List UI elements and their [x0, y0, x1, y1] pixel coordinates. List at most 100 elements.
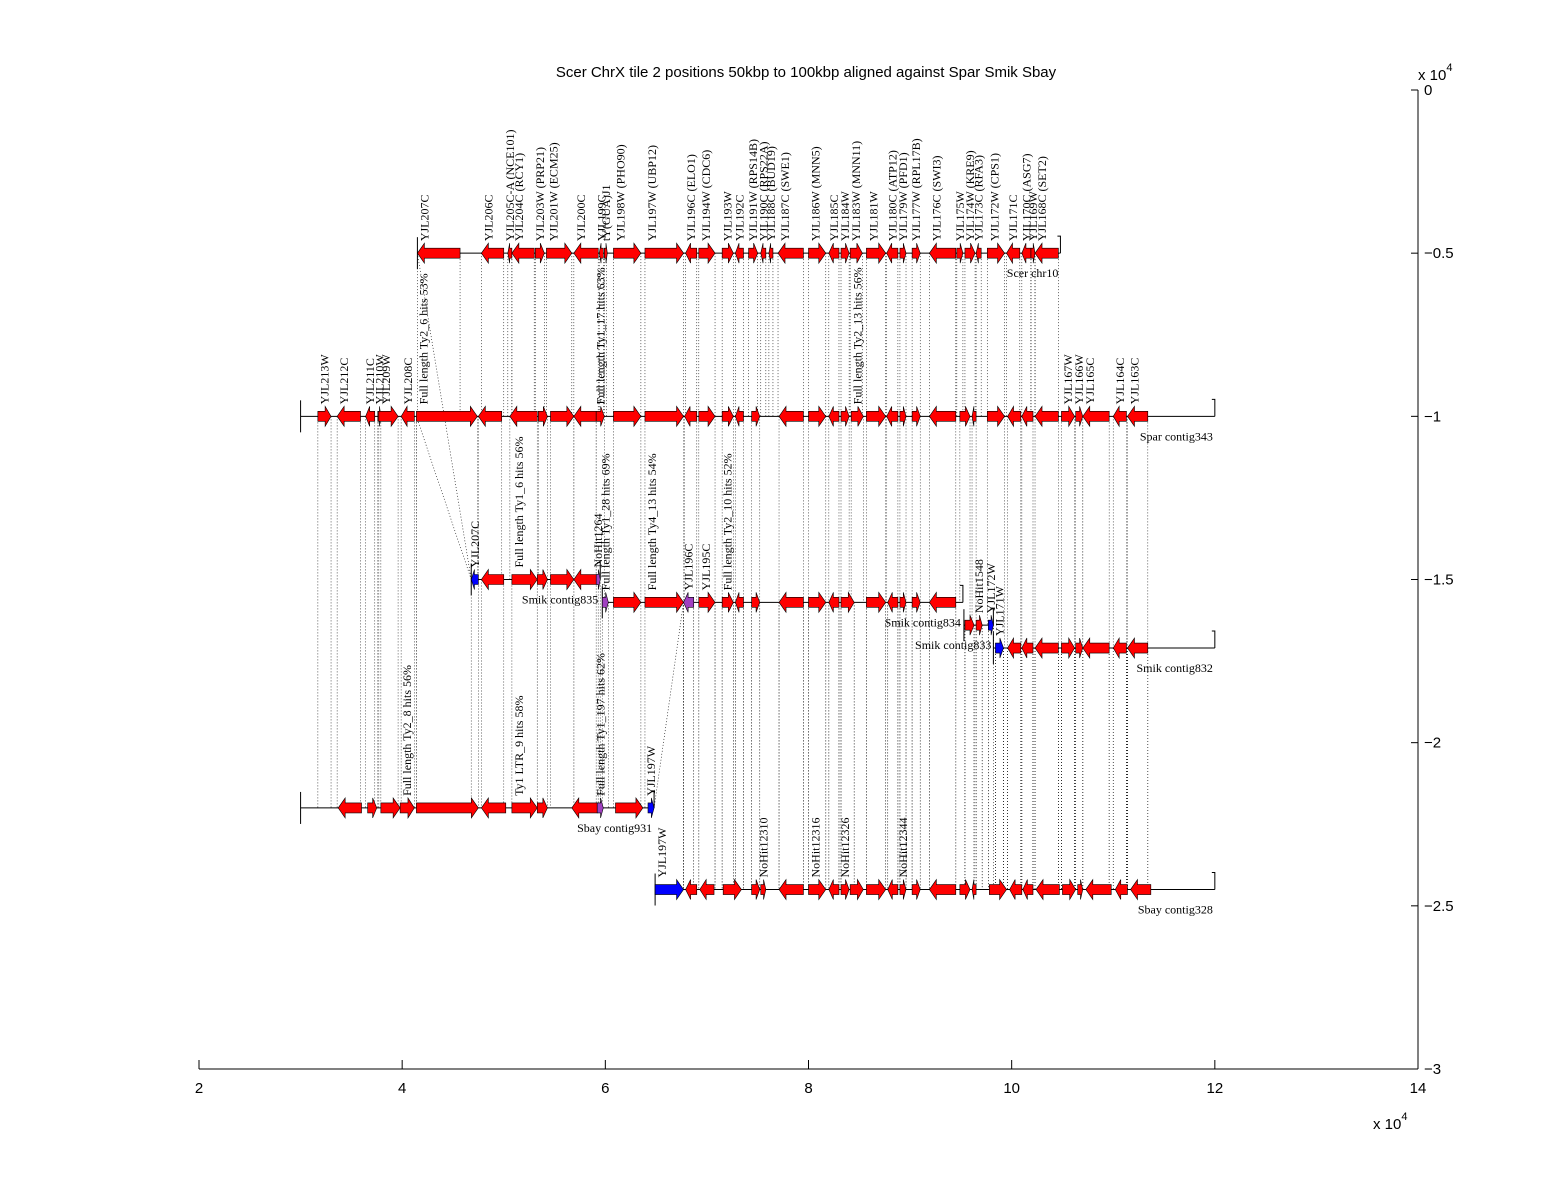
- gene-arrow: [975, 615, 983, 636]
- gene-arrow: [850, 406, 864, 427]
- y-tick-label: −2: [1424, 735, 1441, 752]
- gene-arrow: [1127, 637, 1149, 659]
- gene-arrow: [1062, 878, 1077, 901]
- gene-arrow: [644, 242, 684, 265]
- gene-label: YJL177W (RPL17B): [909, 138, 923, 241]
- gene-label: YJL196C: [682, 544, 696, 591]
- gene-arrow: [778, 878, 804, 901]
- x-tick-label: 4: [398, 1080, 406, 1097]
- gene-arrow: [644, 591, 684, 614]
- gene-arrow: [613, 242, 642, 265]
- gene-label: Full length Ty2_10 hits 52%: [721, 453, 735, 590]
- x-tick-label: 14: [1410, 1080, 1427, 1097]
- gene-label: tY(GUA)J1: [599, 184, 613, 241]
- gene-label: YJL172W: [984, 563, 998, 614]
- gene-arrow: [615, 796, 644, 819]
- gene-label: YJL188C (BUD19): [764, 146, 778, 241]
- gene-arrow: [536, 569, 548, 590]
- gene-arrow: [595, 569, 601, 590]
- gene-arrow: [840, 243, 850, 264]
- contig-label: Smik contig832: [1136, 661, 1212, 675]
- gene-arrow: [511, 568, 538, 591]
- gene-arrow: [849, 243, 863, 264]
- track-smik834: Smik contig834 Full length Ty1_28 hits 69…: [598, 453, 964, 629]
- gene-label: Full length Ty1_6 hits 56%: [512, 437, 526, 568]
- gene-label: NoHit12310: [756, 818, 770, 878]
- gene-guide-lines: [317, 253, 1149, 890]
- gene-arrow: [1021, 637, 1034, 659]
- gene-arrow: [400, 405, 415, 428]
- contig-end-tick: [1211, 398, 1216, 417]
- gene-label: YJL184W: [838, 191, 852, 242]
- x-tick-label: 6: [601, 1080, 609, 1097]
- gene-label: YJL174W (KRE9): [963, 150, 977, 241]
- gene-arrow: [721, 406, 734, 427]
- y-tick-label: −1.5: [1424, 572, 1454, 589]
- y-tick-label: −2.5: [1424, 898, 1454, 915]
- gene-arrow: [722, 878, 742, 901]
- gene-arrow: [596, 797, 604, 819]
- gene-label: YJL197W: [655, 827, 669, 878]
- gene-label: Full length Ty2_8 hits 56%: [400, 665, 414, 796]
- gene-arrow: [751, 879, 761, 900]
- track-sbay931: Sbay contig931 Full length Ty2_8 hits 56%…: [300, 653, 658, 835]
- alignment-tracks: Scer chr10 YJL207C YJL206C YJL205C-A (NCE10…: [300, 129, 1216, 917]
- gene-arrow: [828, 243, 840, 264]
- gene-label: NoHit12326: [838, 818, 852, 878]
- gene-label: YJL196C (ELO1): [684, 154, 698, 241]
- gene-arrow: [654, 878, 684, 901]
- gene-arrow: [808, 878, 827, 901]
- gene-label: YJL180C (ATP12): [885, 150, 899, 241]
- gene-arrow: [317, 405, 332, 428]
- contig-links: [416, 253, 684, 808]
- gene-arrow: [1034, 637, 1059, 659]
- gene-arrow: [887, 592, 899, 613]
- gene-label: YJL183W (MNN11): [849, 141, 863, 241]
- gene-arrow: [613, 405, 642, 428]
- x-axis: x 104 2 4 6 8 10 12 14: [195, 1060, 1427, 1133]
- gene-arrow: [647, 797, 655, 819]
- track-spar: Spar contig343 YJL213W YJL212C YJL211CYJL21…: [300, 267, 1216, 443]
- gene-label: YJL194W (CDC6): [699, 150, 713, 241]
- gene-label: YJL186W (MNN5): [809, 146, 823, 241]
- gene-arrow: [975, 243, 982, 264]
- gene-label: YJL213W: [317, 354, 331, 405]
- gene-arrow: [840, 879, 850, 900]
- gene-arrow: [699, 878, 715, 901]
- contig-end-tick: [1057, 235, 1061, 254]
- gene-label: Full length Ty1_197 hits 62%: [593, 653, 607, 796]
- track-smik832: Smik contig832 YJL171W: [992, 585, 1216, 675]
- gene-label: YJL164C: [1113, 358, 1127, 405]
- gene-label: YJL209W: [379, 354, 393, 405]
- gene-arrow: [778, 591, 804, 614]
- gene-arrow: [1034, 242, 1059, 265]
- gene-label: NoHit1548: [972, 559, 986, 613]
- gene-arrow: [537, 406, 548, 427]
- gene-arrow: [929, 591, 957, 614]
- gene-arrow: [613, 591, 642, 614]
- gene-arrow: [571, 796, 598, 819]
- gene-arrow: [1021, 243, 1032, 264]
- contig-link: [416, 416, 472, 580]
- gene-arrow: [911, 592, 921, 613]
- contig-end-tick: [1211, 872, 1216, 890]
- gene-arrow: [1130, 878, 1152, 901]
- gene-arrow: [748, 243, 759, 264]
- gene-arrow: [399, 796, 415, 819]
- gene-label: YJL197W: [644, 745, 658, 796]
- gene-arrow: [573, 568, 599, 591]
- gene-arrow: [1034, 405, 1059, 428]
- gene-arrow: [698, 405, 716, 428]
- gene-arrow: [911, 406, 921, 427]
- gene-arrow: [964, 615, 975, 636]
- gene-arrow: [840, 591, 855, 614]
- gene-arrow: [828, 879, 840, 900]
- gene-arrow: [481, 796, 507, 819]
- gene-arrow: [683, 592, 695, 613]
- gene-arrow: [367, 797, 378, 819]
- contig-label: Smik contig835: [522, 593, 598, 607]
- gene-arrow: [986, 405, 1005, 428]
- gene-arrow: [598, 243, 604, 264]
- track-smik835: Smik contig835 YJL207C Full length Ty1_6 h…: [468, 437, 605, 607]
- gene-label: YJL172W (CPS1): [987, 153, 1001, 241]
